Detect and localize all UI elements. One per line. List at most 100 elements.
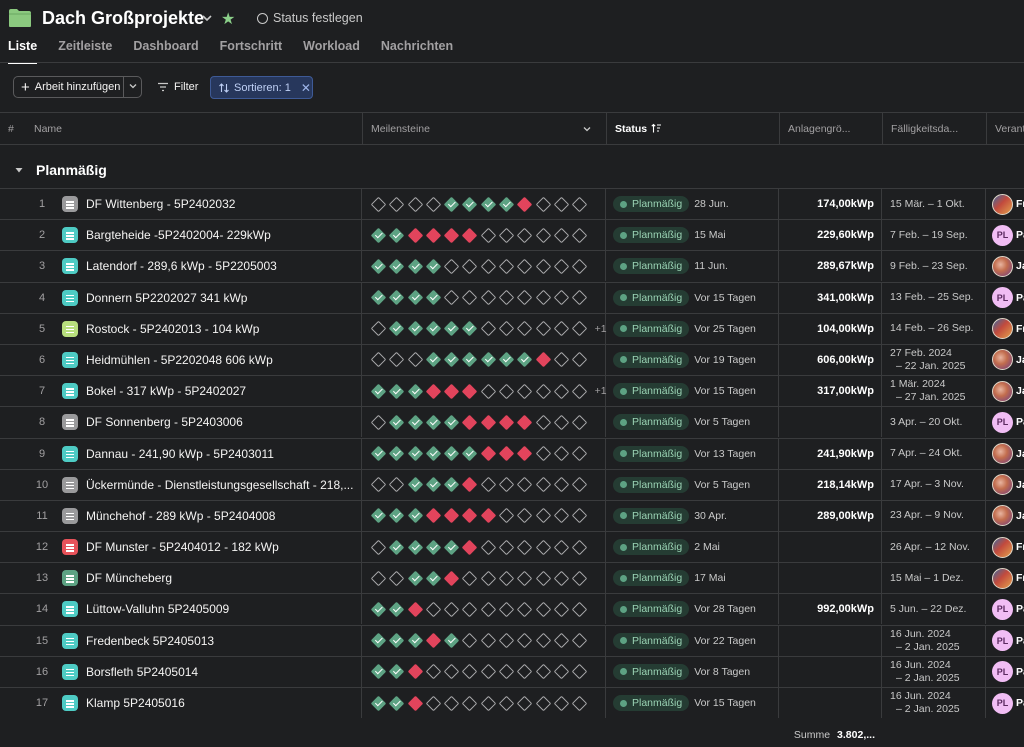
milestone-diamond-icon[interactable] — [517, 227, 533, 243]
milestone-diamond-icon[interactable] — [553, 695, 570, 711]
milestone-diamond-icon[interactable] — [389, 320, 405, 337]
status-cell[interactable]: Planmäßig Vor 22 Tagen — [606, 625, 779, 656]
task-name-cell[interactable]: Bargteheide -5P2402004- 229kWp — [58, 220, 362, 251]
task-name[interactable]: Latendorf - 289,6 kWp - 5P2205003 — [86, 259, 277, 274]
milestone-diamond-icon[interactable] — [407, 508, 423, 524]
task-name-cell[interactable]: Münchehof - 289 kWp - 5P2404008 — [58, 500, 362, 531]
task-list-icon[interactable] — [62, 601, 78, 618]
status-badge[interactable]: Planmäßig — [613, 227, 690, 244]
milestone-diamond-icon[interactable] — [407, 352, 423, 368]
milestone-diamond-icon[interactable] — [370, 196, 387, 212]
milestones-cell[interactable] — [362, 407, 606, 438]
milestone-diamond-icon[interactable] — [498, 352, 515, 368]
milestone-diamond-icon[interactable] — [535, 320, 551, 337]
milestone-diamond-icon[interactable] — [517, 508, 533, 524]
milestones-cell[interactable] — [362, 563, 606, 594]
milestone-diamond-icon[interactable] — [535, 352, 551, 368]
milestone-diamond-icon[interactable] — [480, 383, 497, 399]
milestone-diamond-icon[interactable] — [498, 632, 515, 649]
task-list-icon[interactable] — [62, 476, 78, 493]
milestones-cell[interactable] — [362, 594, 606, 625]
task-name[interactable]: Lüttow-Valluhn 5P2405009 — [86, 602, 230, 617]
milestone-diamond-icon[interactable] — [517, 632, 533, 649]
milestone-diamond-icon[interactable] — [462, 632, 478, 649]
milestone-diamond-icon[interactable] — [443, 539, 460, 555]
task-list-icon[interactable] — [62, 539, 78, 556]
task-list-icon[interactable] — [62, 289, 78, 306]
avatar[interactable] — [992, 474, 1013, 496]
milestone-diamond-icon[interactable] — [462, 508, 478, 524]
task-name[interactable]: DF Müncheberg — [86, 571, 173, 586]
milestone-diamond-icon[interactable] — [517, 476, 533, 493]
milestone-diamond-icon[interactable] — [553, 539, 570, 555]
status-cell[interactable]: Planmäßig 30 Apr. — [606, 500, 779, 531]
milestone-diamond-icon[interactable] — [553, 508, 570, 524]
milestone-diamond-icon[interactable] — [462, 539, 478, 555]
milestone-diamond-icon[interactable] — [407, 320, 423, 337]
task-name-cell[interactable]: Bokel - 317 kWp - 5P2402027 — [58, 376, 362, 407]
milestone-diamond-icon[interactable] — [425, 570, 442, 587]
milestone-diamond-icon[interactable] — [425, 632, 442, 649]
milestone-diamond-icon[interactable] — [407, 383, 423, 399]
milestone-diamond-icon[interactable] — [498, 258, 515, 275]
milestone-diamond-icon[interactable] — [517, 414, 533, 431]
status-cell[interactable]: Planmäßig Vor 15 Tagen — [606, 688, 779, 718]
owner-cell[interactable]: Fr — [986, 563, 1024, 593]
milestone-diamond-icon[interactable] — [462, 601, 478, 618]
milestone-diamond-icon[interactable] — [498, 570, 515, 587]
milestone-diamond-icon[interactable] — [535, 632, 551, 649]
task-name-cell[interactable]: DF Munster - 5P2404012 - 182 kWp — [58, 532, 362, 563]
milestone-diamond-icon[interactable] — [535, 196, 551, 212]
milestone-diamond-icon[interactable] — [535, 258, 551, 275]
milestone-diamond-icon[interactable] — [370, 508, 387, 524]
milestone-diamond-icon[interactable] — [535, 570, 551, 587]
task-name[interactable]: Dannau - 241,90 kWp - 5P2403011 — [86, 446, 274, 461]
milestone-diamond-icon[interactable] — [425, 508, 442, 524]
avatar[interactable]: PL — [992, 692, 1013, 714]
milestone-diamond-icon[interactable] — [443, 289, 460, 306]
milestone-diamond-icon[interactable] — [425, 664, 442, 680]
milestone-diamond-icon[interactable] — [553, 227, 570, 243]
clear-sort-icon[interactable]: ✕ — [300, 80, 311, 95]
task-row[interactable]: 15 Fredenbeck 5P2405013 Planmäßig Vor 22 Ta… — [0, 624, 1024, 656]
task-name-cell[interactable]: Klamp 5P2405016 — [58, 688, 362, 718]
status-badge[interactable]: Planmäßig — [613, 289, 690, 306]
milestone-diamond-icon[interactable] — [517, 352, 533, 368]
avatar[interactable]: PL — [992, 224, 1013, 246]
milestone-diamond-icon[interactable] — [407, 539, 423, 555]
task-name[interactable]: Klamp 5P2405016 — [86, 696, 185, 710]
task-name[interactable]: Heidmühlen - 5P2202048 606 kWp — [86, 352, 273, 367]
milestone-diamond-icon[interactable] — [571, 258, 588, 275]
milestones-cell[interactable] — [362, 220, 606, 251]
milestone-diamond-icon[interactable] — [370, 352, 387, 368]
milestone-diamond-icon[interactable] — [443, 258, 460, 275]
task-row[interactable]: 14 Lüttow-Valluhn 5P2405009 Planmäßig Vor 2… — [0, 593, 1024, 625]
milestone-diamond-icon[interactable] — [553, 570, 570, 587]
milestone-diamond-icon[interactable] — [443, 601, 460, 618]
milestone-diamond-icon[interactable] — [407, 476, 423, 493]
avatar[interactable] — [992, 255, 1013, 277]
milestone-diamond-icon[interactable] — [407, 196, 423, 212]
milestone-diamond-icon[interactable] — [425, 445, 442, 462]
owner-cell[interactable]: PLPa — [986, 407, 1024, 437]
milestone-diamond-icon[interactable] — [370, 383, 387, 399]
milestone-diamond-icon[interactable] — [498, 289, 515, 306]
milestone-diamond-icon[interactable] — [553, 664, 570, 680]
avatar[interactable] — [992, 349, 1013, 371]
milestone-diamond-icon[interactable] — [443, 476, 460, 493]
avatar[interactable]: PL — [992, 411, 1013, 433]
milestone-diamond-icon[interactable] — [425, 227, 442, 243]
milestone-diamond-icon[interactable] — [571, 414, 588, 431]
owner-cell[interactable]: PLPa — [986, 688, 1024, 718]
status-badge[interactable]: Planmäßig — [613, 196, 690, 212]
task-name[interactable]: Rostock - 5P2402013 - 104 kWp — [86, 321, 260, 336]
milestone-diamond-icon[interactable] — [480, 601, 497, 618]
task-name-cell[interactable]: DF Müncheberg — [58, 563, 362, 594]
tab-workload[interactable]: Workload — [303, 39, 360, 53]
power-cell[interactable]: 341,00kWp — [779, 282, 882, 313]
due-date-cell[interactable]: 27 Feb. 2024– 22 Jan. 2025 — [882, 344, 986, 375]
due-date-cell[interactable]: 13 Feb. – 25 Sep. — [882, 282, 986, 313]
milestone-diamond-icon[interactable] — [389, 601, 405, 618]
status-cell[interactable]: Planmäßig 17 Mai — [606, 563, 779, 594]
task-name-cell[interactable]: Rostock - 5P2402013 - 104 kWp — [58, 313, 362, 344]
